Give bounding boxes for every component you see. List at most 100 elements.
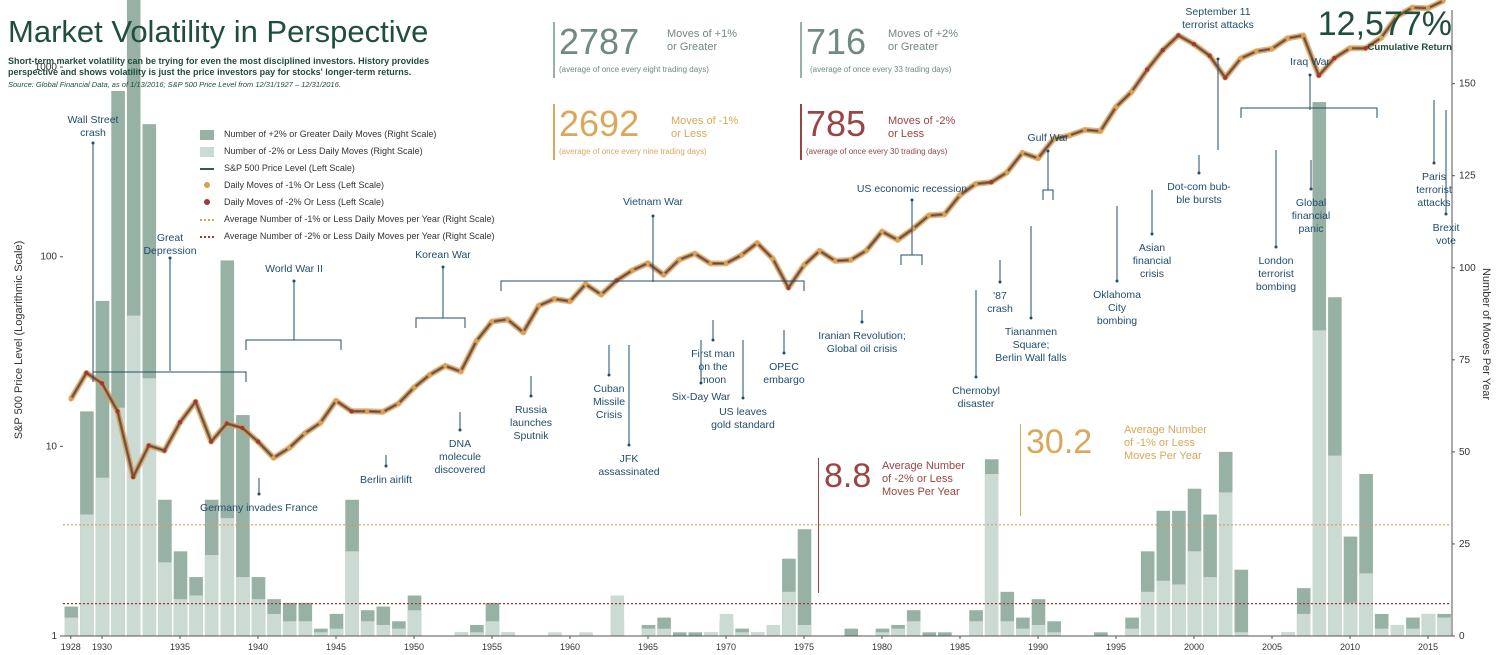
price-point-1965 [645, 261, 651, 266]
price-point-1996 [1129, 89, 1134, 95]
legend-swatch [200, 219, 214, 221]
price-point-1945 [333, 398, 339, 403]
bar-down2-1959 [548, 632, 562, 636]
bar-down2-1975 [797, 624, 812, 636]
annotation-7: Vietnam War [623, 196, 684, 208]
annotation-27: Global financial panic [1292, 197, 1331, 235]
bar-down2-1940 [251, 599, 266, 636]
annotation-8: Russia launches Sputnik [510, 404, 552, 442]
price-point-1940 [255, 439, 261, 444]
bar-down2-2008 [1312, 330, 1327, 636]
bar-down2-2015 [1421, 613, 1436, 636]
annotation-24: September 11 terrorist attacks [1182, 6, 1254, 31]
annotation-dot-12 [711, 338, 715, 342]
price-point-2016 [1441, 0, 1446, 3]
bar-down2-1965 [641, 628, 656, 636]
x-tick-label-1930: 1930 [92, 642, 112, 652]
bar-down2-1999 [1172, 584, 1186, 636]
annotation-12: First man on the moon [691, 348, 735, 386]
price-point-1954 [474, 338, 479, 344]
price-point-1967 [677, 257, 682, 262]
cumulative-return-label: Cumulative Return [1367, 42, 1452, 53]
annotation-19: Tiananmen Square; Berlin Wall falls [995, 326, 1066, 364]
avg-minus1-value: 30.2 [1026, 423, 1093, 461]
bar-down2-1949 [392, 628, 406, 636]
stat-up1-label: Moves of +1% or Greater [667, 28, 738, 53]
x-tick-label-1960: 1960 [560, 642, 580, 652]
avg-minus2-text: Average Number of -2% or Less Moves Per Ye… [882, 460, 965, 498]
bar-down2-1961 [579, 632, 593, 636]
annotation-dot-0 [91, 141, 95, 145]
bar-down2-1933 [142, 378, 157, 636]
price-point-2001 [1207, 53, 1212, 58]
axes-layer: 1928 1930 1935 1940 1945 1950 1955 1960 1965 1970… [13, 10, 1492, 652]
bar-down2-1931 [111, 407, 125, 636]
price-point-1953 [458, 369, 463, 374]
price-point-1985 [957, 192, 963, 198]
price-point-1958 [536, 303, 541, 308]
price-point-1944 [318, 420, 323, 426]
annotation-13: US leaves gold standard [711, 406, 775, 431]
price-point-1929 [84, 370, 89, 376]
bar-down2-1987 [984, 473, 999, 636]
annotation-dot-24 [1216, 57, 1220, 61]
x-tick-label-2005: 2005 [1262, 642, 1282, 652]
right-tick-label-150: 150 [1459, 79, 1476, 90]
bar-down2-2002 [1218, 492, 1233, 636]
stat-up2-value: 716 [806, 21, 867, 62]
bar-down2-1966 [657, 628, 671, 636]
bar-down2-1981 [891, 628, 905, 636]
left-tick-label-100: 100 [40, 252, 57, 263]
price-point-1989 [1020, 150, 1025, 155]
right-axis-label: Number of Moves Per Year [1480, 268, 1492, 400]
x-tick-label-1975: 1975 [794, 642, 814, 652]
price-point-1960 [567, 299, 573, 304]
bar-up2-1983 [922, 632, 937, 636]
bar-down2-1948 [376, 624, 391, 636]
price-point-1939 [240, 425, 245, 431]
bar-down2-1974 [782, 591, 796, 636]
price-point-2003 [1238, 56, 1244, 61]
bar-down2-1990 [1031, 624, 1046, 636]
price-point-1935 [177, 420, 183, 425]
stat-down1-value: 2692 [559, 103, 640, 144]
price-point-1999 [1176, 33, 1181, 38]
price-point-1928 [68, 397, 74, 402]
bar-down2-1986 [969, 621, 983, 636]
bar-down2-1963 [610, 595, 625, 636]
price-point-1931 [115, 409, 120, 414]
bar-down2-1936 [189, 595, 203, 636]
price-point-1992 [1067, 133, 1072, 138]
annotation-dot-26 [1274, 245, 1278, 249]
bar-down2-1956 [501, 632, 515, 636]
bar-up2-1984 [938, 632, 952, 636]
price-point-1972 [755, 240, 760, 246]
price-point-2007 [1301, 33, 1306, 38]
page-title: Market Volatility in Perspective [8, 14, 429, 49]
x-tick-label-1980: 1980 [872, 642, 892, 652]
bar-down2-2007 [1296, 613, 1311, 636]
stat-bar [800, 22, 802, 78]
annotation-6: DNA molecule discovered [435, 438, 486, 476]
bar-down2-1973 [766, 624, 781, 636]
bar-down2-2011 [1359, 573, 1373, 636]
x-tick-label-2000: 2000 [1184, 642, 1204, 652]
bar-down2-2012 [1374, 628, 1389, 636]
annotation-dot-23 [1197, 171, 1201, 175]
price-point-1988 [1004, 170, 1009, 175]
right-tick-label-75: 75 [1459, 355, 1471, 366]
price-point-1975 [801, 263, 807, 268]
annotation-dot-19 [1029, 316, 1033, 320]
price-point-2012 [1379, 35, 1384, 41]
annotation-18: '87 crash [987, 290, 1013, 315]
bar-down2-1998 [1156, 580, 1171, 636]
annotation-9: Cuban Missile Crisis [593, 383, 625, 421]
annotation-5: Korean War [415, 249, 471, 261]
price-point-1997 [1145, 67, 1150, 72]
bar-down2-1989 [1016, 628, 1030, 636]
price-point-1993 [1082, 127, 1088, 133]
annotation-10: JFK assassinated [598, 453, 659, 478]
price-point-2006 [1285, 36, 1290, 41]
price-point-2013 [1394, 14, 1400, 19]
price-point-1962 [599, 292, 604, 297]
